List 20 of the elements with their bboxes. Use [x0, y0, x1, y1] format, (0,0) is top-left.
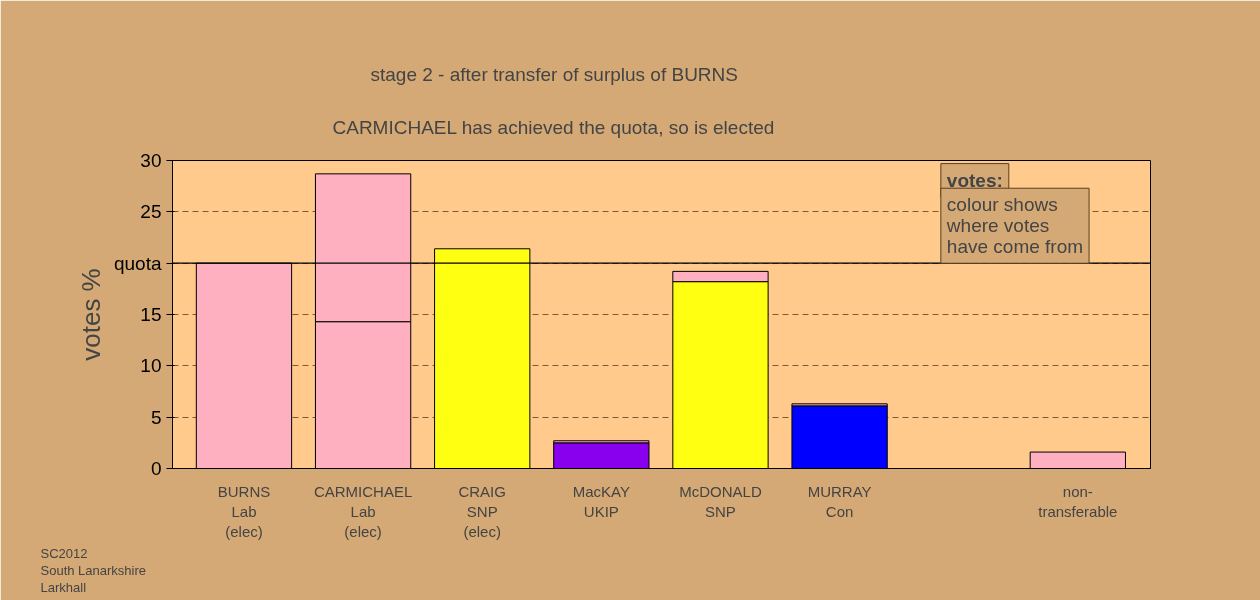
- y-tick-label: 15: [140, 304, 162, 325]
- chart-subtitle: CARMICHAEL has achieved the quota, so is elected: [332, 117, 775, 138]
- y-tick-label: 5: [150, 406, 162, 428]
- y-tick-label: quota: [113, 252, 162, 274]
- y-tick-label: 25: [140, 201, 162, 223]
- y-tick-label: 30: [140, 150, 162, 171]
- x-tick-label: MacKAY UKIP: [572, 482, 630, 520]
- x-tick-label: CARMICHAEL Lab (elec): [313, 482, 413, 541]
- annotation: votes:: [946, 169, 1003, 191]
- x-tick-label: McDONALD SNP: [679, 482, 762, 520]
- x-tick-label: non- transferable: [1038, 482, 1118, 520]
- y-axis-title: votes %: [75, 268, 106, 361]
- y-tick-label: 10: [140, 355, 162, 377]
- x-tick-label: MURRAY Con: [807, 482, 872, 520]
- chart-title: stage 2 - after transfer of surplus of BURNS: [370, 64, 738, 85]
- y-tick-label: 0: [150, 458, 162, 479]
- x-tick-label: BURNS Lab (elec): [217, 482, 271, 541]
- annotation: colour shows where votes have come from: [945, 194, 1084, 258]
- text: SC2012 South Lanarkshire Larkhall: [40, 545, 147, 595]
- x-tick-label: CRAIG SNP (elec): [458, 482, 506, 541]
